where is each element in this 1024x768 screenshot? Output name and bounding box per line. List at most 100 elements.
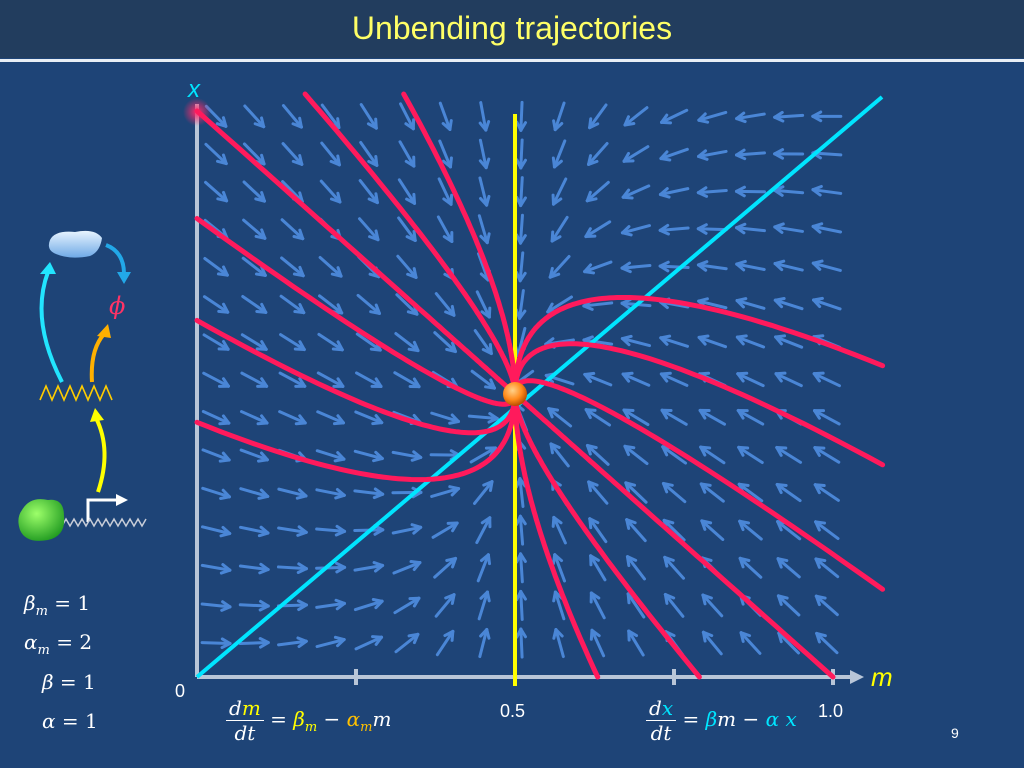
field-arrow <box>203 256 229 277</box>
field-arrow <box>319 179 342 204</box>
field-arrow <box>320 141 341 167</box>
field-arrow <box>433 331 457 354</box>
field-arrow <box>515 100 528 132</box>
field-arrow <box>775 446 803 464</box>
field-arrow <box>620 224 652 237</box>
field-arrow <box>734 185 766 198</box>
field-arrow <box>434 292 456 317</box>
field-arrow <box>315 561 347 574</box>
field-arrow <box>620 261 652 274</box>
field-arrow <box>589 554 607 582</box>
field-arrow <box>281 104 303 129</box>
field-arrow <box>278 371 307 388</box>
trajectory-curve <box>194 216 518 407</box>
field-arrow <box>659 371 689 387</box>
field-arrow <box>773 110 805 123</box>
x-axis-label: m <box>871 662 893 692</box>
field-arrow <box>738 519 763 541</box>
field-arrow <box>315 488 346 500</box>
field-arrow <box>200 563 232 575</box>
field-arrow <box>396 254 418 279</box>
field-arrow <box>815 631 839 655</box>
field-arrow <box>280 218 305 241</box>
field-arrow <box>735 297 766 310</box>
field-arrow <box>589 628 606 658</box>
field-arrow <box>584 408 611 427</box>
trajectory-curve <box>194 391 518 483</box>
field-arrow <box>315 635 346 649</box>
field-arrow <box>813 446 841 464</box>
decay-arrow <box>105 243 126 275</box>
field-arrow <box>354 635 384 651</box>
field-arrow <box>583 371 613 387</box>
fixed-point <box>503 382 527 406</box>
x-nullcline <box>195 95 884 679</box>
field-arrow <box>736 371 765 388</box>
field-arrow <box>200 525 232 538</box>
equation-dx-dt: dx dt = βm − α x <box>646 696 797 745</box>
field-arrow <box>621 371 651 387</box>
field-arrow <box>478 627 491 659</box>
field-arrow <box>663 555 685 580</box>
field-arrow <box>316 410 345 426</box>
field-arrow <box>588 103 608 130</box>
field-arrow <box>315 524 347 537</box>
field-arrow <box>277 525 308 537</box>
polymerase-blob-icon <box>18 499 65 541</box>
field-arrow <box>277 636 308 649</box>
field-arrow <box>813 483 840 502</box>
field-arrow <box>240 333 268 351</box>
field-arrow <box>776 594 801 617</box>
field-arrow <box>811 110 843 123</box>
x-axis-arrowhead <box>850 670 864 684</box>
field-arrow <box>515 176 527 208</box>
field-arrow <box>392 560 422 575</box>
mrna-decay-arrow <box>89 332 106 383</box>
field-arrow <box>661 481 687 504</box>
field-arrow <box>699 445 726 465</box>
field-arrow <box>587 480 609 505</box>
field-arrow <box>277 487 308 500</box>
field-arrow <box>773 148 805 160</box>
field-arrow <box>241 256 267 277</box>
field-arrow <box>473 480 494 505</box>
field-arrow <box>391 523 423 535</box>
field-arrow <box>398 140 416 168</box>
field-arrow <box>477 590 491 621</box>
field-arrow <box>585 180 610 203</box>
field-arrow <box>353 561 385 573</box>
field-arrow <box>701 593 724 618</box>
field-arrow <box>658 187 690 199</box>
field-arrow <box>663 592 685 618</box>
field-arrow <box>315 598 346 611</box>
field-arrow <box>238 637 270 649</box>
field-arrow <box>813 409 841 426</box>
dna-strand <box>61 517 147 528</box>
field-arrow <box>200 637 232 650</box>
field-arrow <box>435 629 455 657</box>
parameter-alpha: α = 1 <box>42 709 98 733</box>
field-arrow <box>394 632 420 654</box>
field-arrow <box>399 102 416 131</box>
field-arrow <box>356 293 381 315</box>
field-arrow <box>812 296 842 311</box>
field-arrow <box>776 557 801 579</box>
field-arrow <box>200 600 232 612</box>
field-arrow <box>393 596 421 615</box>
field-arrow <box>475 290 492 319</box>
field-arrow <box>697 110 728 124</box>
field-arrow <box>552 101 566 132</box>
title-divider <box>0 59 1024 62</box>
field-arrow <box>588 517 608 544</box>
parameter-alpha-m: αm = 2 <box>24 630 93 658</box>
field-arrow <box>773 296 804 311</box>
field-arrow <box>238 599 270 612</box>
field-arrow <box>240 371 269 388</box>
field-arrow <box>625 555 646 581</box>
field-arrow <box>699 482 725 503</box>
promoter-arrow-head <box>116 494 128 506</box>
field-arrow <box>812 371 841 388</box>
field-arrow <box>478 176 491 207</box>
field-arrow <box>353 449 384 463</box>
y-axis-label: x <box>188 76 200 103</box>
